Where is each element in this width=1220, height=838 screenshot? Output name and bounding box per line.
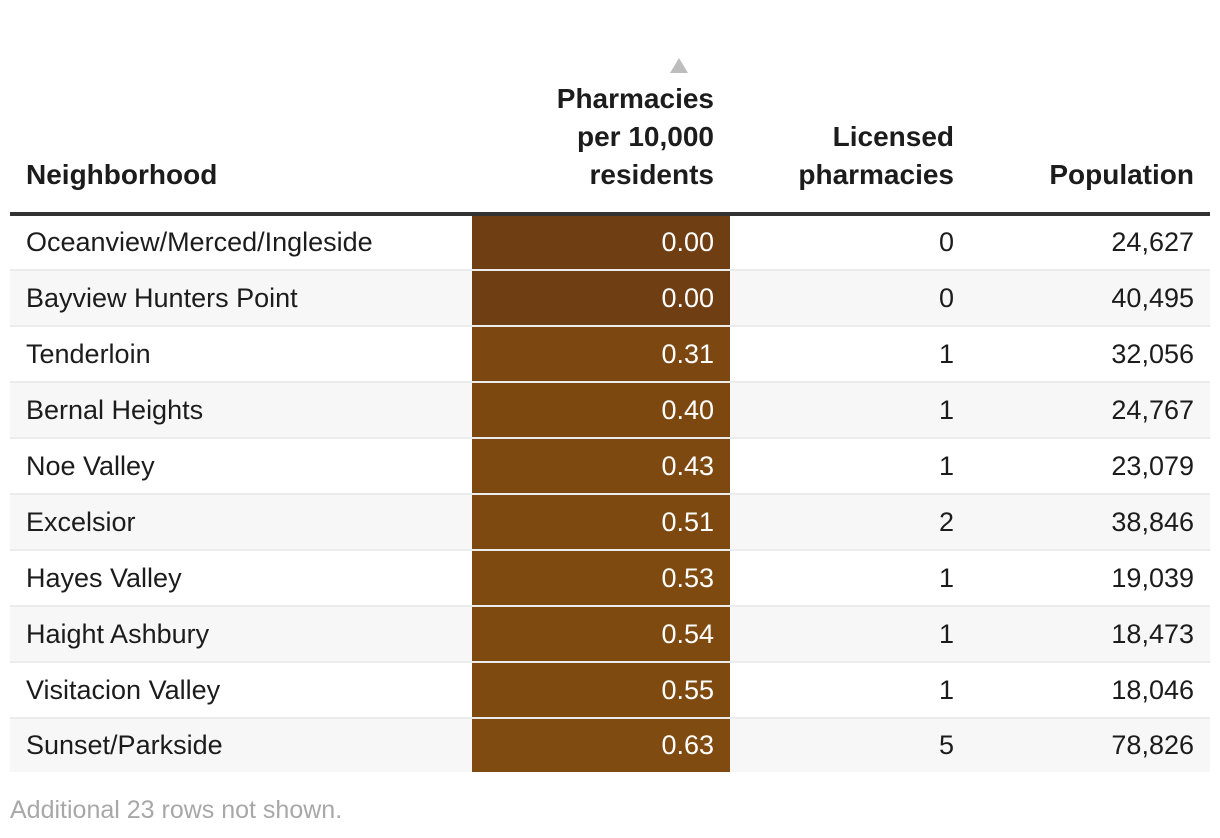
cell-population: 38,846 <box>970 494 1210 551</box>
table-row: Sunset/Parkside 0.63 5 78,826 <box>10 718 1210 772</box>
table-footnote: Additional 23 rows not shown. <box>10 796 343 824</box>
cell-licensed: 1 <box>730 382 970 439</box>
cell-licensed: 1 <box>730 438 970 495</box>
column-header-rate[interactable]: Pharmacies per 10,000 residents <box>472 0 730 216</box>
cell-population: 23,079 <box>970 438 1210 495</box>
column-header-neighborhood[interactable]: Neighborhood <box>10 0 472 216</box>
cell-neighborhood: Oceanview/Merced/Ingleside <box>10 214 472 271</box>
cell-neighborhood: Bayview Hunters Point <box>10 270 472 327</box>
table-row: Excelsior 0.51 2 38,846 <box>10 494 1210 551</box>
cell-licensed: 1 <box>730 606 970 663</box>
cell-population: 18,473 <box>970 606 1210 663</box>
table-header-row: Neighborhood Pharmacies per 10,000 resid… <box>10 0 1210 216</box>
pharmacy-table-container: Neighborhood Pharmacies per 10,000 resid… <box>10 0 1210 772</box>
column-header-population-label: Population <box>1049 159 1194 190</box>
cell-rate: 0.54 <box>472 606 730 663</box>
table-row: Visitacion Valley 0.55 1 18,046 <box>10 662 1210 719</box>
cell-licensed: 1 <box>730 662 970 719</box>
column-header-neighborhood-label: Neighborhood <box>26 159 218 190</box>
cell-population: 40,495 <box>970 270 1210 327</box>
cell-rate: 0.31 <box>472 326 730 383</box>
cell-licensed: 5 <box>730 718 970 772</box>
cell-licensed: 2 <box>730 494 970 551</box>
cell-neighborhood: Excelsior <box>10 494 472 551</box>
cell-licensed: 0 <box>730 270 970 327</box>
cell-licensed: 1 <box>730 550 970 607</box>
cell-population: 78,826 <box>970 718 1210 772</box>
table-row: Oceanview/Merced/Ingleside 0.00 0 24,627 <box>10 214 1210 271</box>
cell-rate: 0.51 <box>472 494 730 551</box>
table-body: Oceanview/Merced/Ingleside 0.00 0 24,627 Bay… <box>10 214 1210 772</box>
cell-licensed: 1 <box>730 326 970 383</box>
cell-neighborhood: Sunset/Parkside <box>10 718 472 772</box>
table-row: Bayview Hunters Point 0.00 0 40,495 <box>10 270 1210 327</box>
cell-rate: 0.55 <box>472 662 730 719</box>
column-header-rate-label: Pharmacies per 10,000 residents <box>556 83 714 190</box>
cell-population: 19,039 <box>970 550 1210 607</box>
cell-rate: 0.43 <box>472 438 730 495</box>
cell-population: 32,056 <box>970 326 1210 383</box>
column-header-population[interactable]: Population <box>970 0 1210 216</box>
table-row: Noe Valley 0.43 1 23,079 <box>10 438 1210 495</box>
table-row: Tenderloin 0.31 1 32,056 <box>10 326 1210 383</box>
cell-population: 18,046 <box>970 662 1210 719</box>
pharmacy-table: Neighborhood Pharmacies per 10,000 resid… <box>10 0 1210 772</box>
cell-population: 24,767 <box>970 382 1210 439</box>
cell-licensed: 0 <box>730 214 970 271</box>
cell-neighborhood: Noe Valley <box>10 438 472 495</box>
table-row: Hayes Valley 0.53 1 19,039 <box>10 550 1210 607</box>
cell-neighborhood: Tenderloin <box>10 326 472 383</box>
cell-rate: 0.63 <box>472 718 730 772</box>
sort-ascending-icon <box>670 58 688 73</box>
table-row: Haight Ashbury 0.54 1 18,473 <box>10 606 1210 663</box>
cell-rate: 0.00 <box>472 270 730 327</box>
cell-population: 24,627 <box>970 214 1210 271</box>
table-row: Bernal Heights 0.40 1 24,767 <box>10 382 1210 439</box>
cell-neighborhood: Bernal Heights <box>10 382 472 439</box>
cell-neighborhood: Visitacion Valley <box>10 662 472 719</box>
cell-neighborhood: Hayes Valley <box>10 550 472 607</box>
cell-rate: 0.40 <box>472 382 730 439</box>
cell-rate: 0.53 <box>472 550 730 607</box>
cell-rate: 0.00 <box>472 214 730 271</box>
column-header-licensed-label: Licensed pharmacies <box>798 121 954 190</box>
column-header-licensed[interactable]: Licensed pharmacies <box>730 0 970 216</box>
cell-neighborhood: Haight Ashbury <box>10 606 472 663</box>
